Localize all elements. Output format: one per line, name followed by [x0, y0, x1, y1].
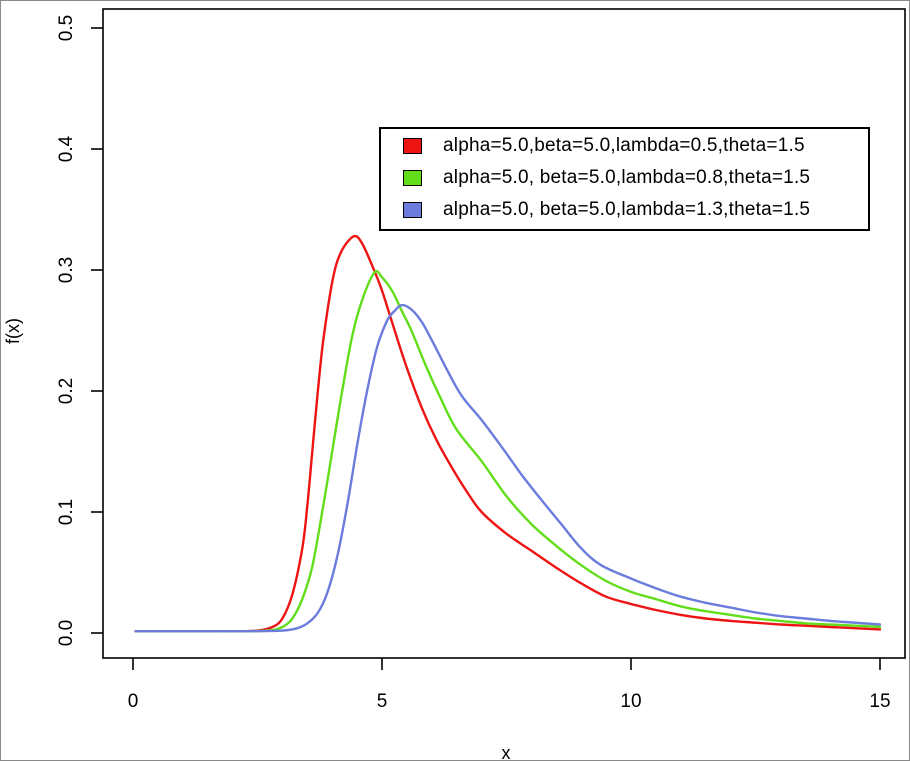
x-tick-label: 0: [128, 691, 139, 712]
legend-label: alpha=5.0, beta=5.0,lambda=0.8,theta=1.5: [443, 167, 811, 188]
y-tick-label: 0.2: [56, 378, 77, 404]
legend-entry: alpha=5.0, beta=5.0,lambda=0.8,theta=1.5: [403, 162, 868, 194]
curve-lambda-1.3: [134, 303, 882, 633]
x-tick-label: 15: [869, 691, 890, 712]
legend-entry: alpha=5.0,beta=5.0,lambda=0.5,theta=1.5: [403, 130, 868, 162]
curve-lambda-0.8: [134, 269, 882, 633]
legend-box: alpha=5.0,beta=5.0,lambda=0.5,theta=1.5 …: [379, 127, 870, 231]
y-tick-label: 0.3: [56, 257, 77, 283]
x-axis-ticks: 0 5 10 15: [128, 658, 891, 712]
plot-border: [102, 8, 906, 659]
legend-label: alpha=5.0, beta=5.0,lambda=1.3,theta=1.5: [443, 199, 811, 220]
y-axis-ticks: 0.0 0.1 0.2 0.3 0.4 0.5: [56, 15, 103, 646]
legend-label: alpha=5.0,beta=5.0,lambda=0.5,theta=1.5: [443, 135, 805, 156]
legend-swatch-red: [403, 138, 422, 154]
y-tick-label: 0.0: [56, 620, 77, 646]
legend-swatch-green: [403, 170, 422, 186]
x-axis-title: x: [502, 743, 511, 761]
y-tick-label: 0.1: [56, 499, 77, 525]
legend-entry: alpha=5.0, beta=5.0,lambda=1.3,theta=1.5: [403, 194, 868, 226]
x-tick-label: 10: [620, 691, 641, 712]
legend-swatch-blue: [403, 202, 422, 218]
curve-lambda-0.5: [134, 234, 882, 633]
pdf-curves: [134, 234, 882, 633]
x-tick-label: 5: [377, 691, 388, 712]
y-axis-title: f(x): [3, 318, 23, 344]
y-tick-label: 0.5: [56, 15, 77, 41]
y-tick-label: 0.4: [56, 135, 77, 162]
